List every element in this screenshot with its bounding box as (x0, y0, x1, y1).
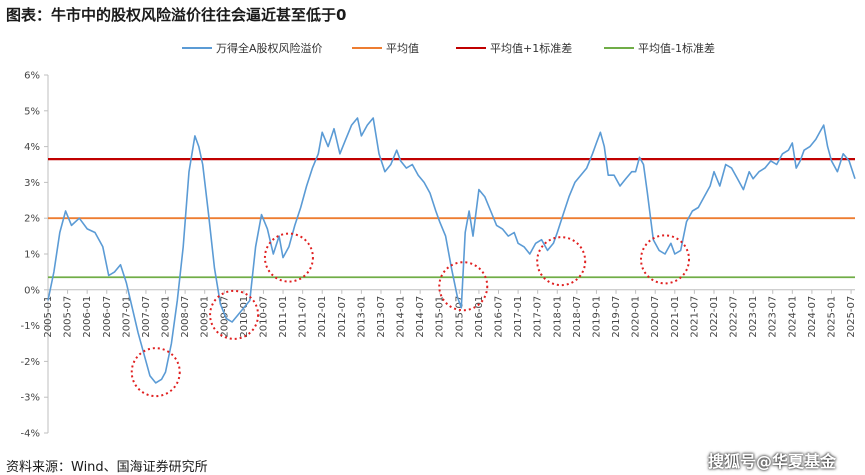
x-tick-label: 2021-01 (670, 296, 681, 338)
y-tick-label: 4% (24, 142, 40, 153)
x-tick-label: 2008-07 (180, 296, 191, 338)
x-tick-label: 2012-01 (317, 296, 328, 338)
x-axis: 2005-01 2005-07 2006-01 2006-07 2007-01 2007-… (43, 289, 857, 338)
reference-lines (48, 158, 855, 279)
highlight-circle (438, 261, 489, 312)
x-tick-label: 2020-01 (631, 296, 642, 338)
x-tick-label: 2009-01 (200, 296, 211, 338)
erp-series-line (47, 117, 856, 384)
highlight-circle (209, 289, 260, 340)
x-tick-label: 2007-01 (121, 296, 132, 338)
y-tick-label: -3% (21, 393, 40, 404)
x-tick-label: 2011-07 (298, 296, 309, 338)
x-tick-label: 2023-01 (748, 296, 759, 338)
x-tick-label: 2024-01 (787, 296, 798, 338)
x-tick-label: 2022-07 (729, 296, 740, 338)
y-tick-label: 2% (24, 214, 40, 225)
y-tick-label: 0% (24, 285, 40, 296)
y-tick-label: -4% (21, 429, 40, 440)
legend-label: 万得全A股权风险溢价 (216, 41, 323, 55)
y-tick-label: 6% (24, 71, 40, 82)
x-tick-label: 2011-01 (278, 296, 289, 338)
y-tick-label: -1% (21, 321, 40, 332)
x-tick-label: 2008-01 (161, 296, 172, 338)
highlight-circle (263, 232, 314, 283)
y-tick-label: 3% (24, 178, 40, 189)
x-tick-label: 2007-07 (141, 296, 152, 338)
series-layer (47, 117, 856, 384)
y-tick-label: 5% (24, 106, 40, 117)
x-tick-label: 2018-01 (552, 296, 563, 338)
y-tick-label: -2% (21, 357, 40, 368)
x-tick-label: 2015-07 (454, 296, 465, 338)
x-tick-label: 2010-07 (258, 296, 269, 338)
y-axis: -4% -3% -2% -1% 0% 1% 2% 3% 4% 5% 6% (21, 71, 49, 440)
x-tick-label: 2025-07 (846, 296, 857, 338)
x-tick-label: 2019-01 (591, 296, 602, 338)
x-tick-label: 2019-07 (611, 296, 622, 338)
x-tick-label: 2023-07 (768, 296, 779, 338)
x-tick-label: 2021-07 (689, 296, 700, 338)
x-tick-label: 2015-01 (435, 296, 446, 338)
highlight-circle (536, 236, 587, 287)
x-tick-label: 2014-07 (415, 296, 426, 338)
x-tick-label: 2005-01 (43, 296, 54, 338)
x-tick-label: 2016-07 (494, 296, 505, 338)
x-tick-label: 2012-07 (337, 296, 348, 338)
x-tick-label: 2014-01 (396, 296, 407, 338)
x-tick-label: 2017-01 (513, 296, 524, 338)
x-tick-label: 2025-01 (826, 296, 837, 338)
legend-label: 平均值-1标准差 (638, 41, 715, 55)
legend: 万得全A股权风险溢价 平均值 平均值+1标准差 平均值-1标准差 (182, 41, 715, 55)
x-tick-label: 2005-07 (63, 296, 74, 338)
x-tick-label: 2017-07 (533, 296, 544, 338)
y-tick-label: 1% (24, 250, 40, 261)
x-tick-label: 2016-01 (474, 296, 485, 338)
x-tick-label: 2020-07 (650, 296, 661, 338)
x-tick-label: 2010-01 (239, 296, 250, 338)
x-tick-label: 2022-01 (709, 296, 720, 338)
highlight-circles (130, 232, 691, 398)
x-tick-label: 2024-07 (807, 296, 818, 338)
x-tick-label: 2006-07 (102, 296, 113, 338)
x-tick-label: 2013-07 (376, 296, 387, 338)
chart-title: 图表：牛市中的股权风险溢价往往会逼近甚至低于0 (6, 6, 347, 24)
x-tick-label: 2013-01 (356, 296, 367, 338)
watermark: 搜狐号@华夏基金 (708, 452, 837, 471)
highlight-circle (130, 347, 181, 398)
source-note: 资料来源：Wind、国海证券研究所 (6, 460, 208, 475)
legend-label: 平均值+1标准差 (490, 41, 572, 55)
x-tick-label: 2006-01 (82, 296, 93, 338)
x-tick-label: 2018-07 (572, 296, 583, 338)
legend-label: 平均值 (386, 42, 419, 55)
highlight-circle (640, 234, 691, 285)
